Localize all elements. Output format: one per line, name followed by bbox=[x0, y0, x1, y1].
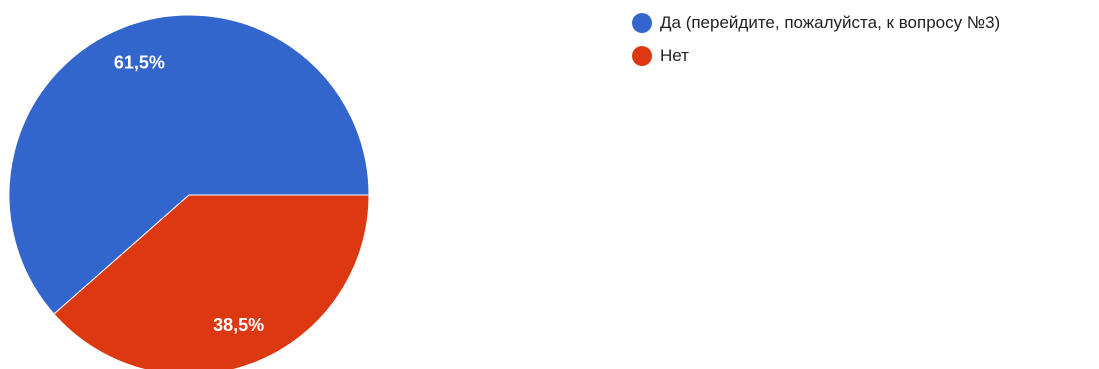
pie-labels: 61,5% 38,5% bbox=[114, 52, 264, 335]
legend: Да (перейдите, пожалуйста, к вопросу №3)… bbox=[632, 12, 1092, 78]
slice-label-no: 38,5% bbox=[213, 315, 264, 335]
legend-label-yes: Да (перейдите, пожалуйста, к вопросу №3) bbox=[660, 13, 1001, 32]
legend-label-no: Нет bbox=[660, 46, 689, 65]
pie-slice-yes[interactable] bbox=[8, 14, 370, 315]
legend-item-yes[interactable]: Да (перейдите, пожалуйста, к вопросу №3) bbox=[632, 12, 1092, 34]
pie-slice-no[interactable] bbox=[53, 194, 370, 369]
slice-label-yes: 61,5% bbox=[114, 52, 165, 72]
legend-item-no[interactable]: Нет bbox=[632, 45, 1092, 67]
legend-swatch-yes bbox=[632, 13, 652, 33]
pie-slices bbox=[8, 14, 370, 369]
legend-swatch-no bbox=[632, 46, 652, 66]
